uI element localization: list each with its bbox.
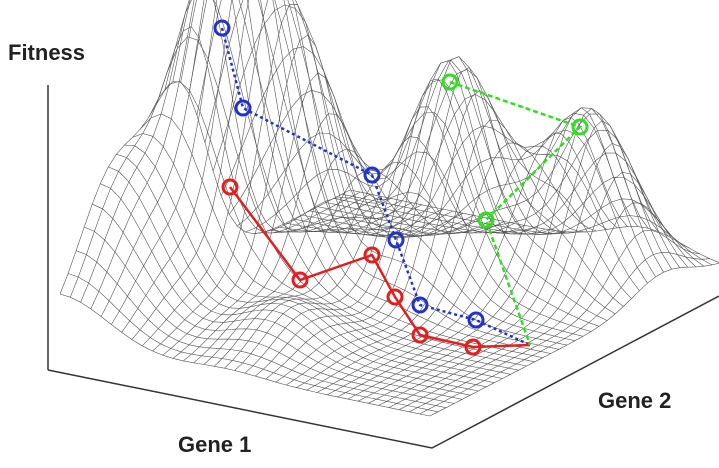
surface-mesh: [60, 0, 719, 416]
mesh-line: [348, 108, 638, 399]
mesh-line: [338, 117, 628, 397]
mesh-line: [261, 69, 631, 298]
fitness-label: Fitness: [8, 40, 85, 65]
mesh-line: [327, 133, 617, 395]
mesh-line: [189, 0, 559, 349]
mesh-line: [235, 107, 525, 371]
fitness-landscape: Fitness Gene 1 Gene 2: [0, 0, 719, 468]
mesh-line: [317, 146, 607, 392]
mesh-line: [194, 149, 484, 363]
gene2-label: Gene 2: [598, 388, 671, 413]
mesh-line: [101, 0, 391, 317]
mesh-line: [141, 114, 511, 374]
gene1-label: Gene 1: [178, 432, 251, 457]
mesh-line: [229, 90, 599, 326]
mesh-line: [255, 61, 545, 376]
mesh-line: [111, 0, 401, 325]
mesh-line: [68, 274, 438, 412]
mesh-line: [286, 91, 576, 386]
mesh-line: [124, 145, 494, 383]
mesh-line: [84, 227, 454, 403]
mesh-line: [183, 114, 473, 361]
mesh-line: [296, 120, 586, 388]
path-point: [236, 101, 250, 115]
mesh-line: [163, 35, 453, 355]
